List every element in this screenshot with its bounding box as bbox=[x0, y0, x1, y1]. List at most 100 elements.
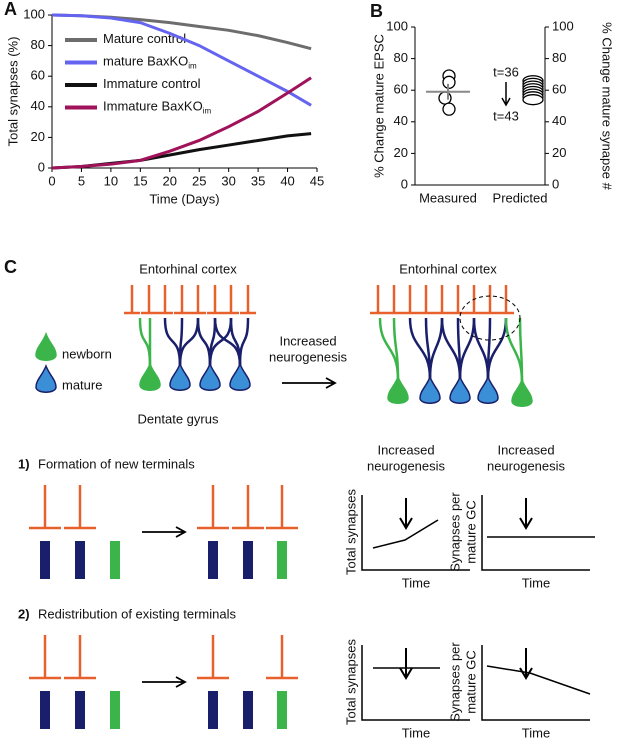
label: newborn bbox=[62, 346, 112, 361]
panel-label: A bbox=[4, 0, 17, 19]
cell bbox=[35, 363, 57, 393]
cell bbox=[229, 361, 251, 391]
y-label: mature GC bbox=[463, 650, 478, 714]
y2-tick-label: 100 bbox=[552, 18, 574, 33]
y-tick-label: 0 bbox=[401, 176, 408, 191]
label: Increased bbox=[497, 442, 554, 457]
x-axis-title: Time (Days) bbox=[149, 191, 219, 206]
dendrite bbox=[472, 317, 490, 380]
cell bbox=[169, 361, 191, 391]
label: Dentate gyrus bbox=[138, 411, 219, 426]
y2-tick-label: 80 bbox=[552, 50, 566, 65]
x-tick-label: 10 bbox=[104, 173, 118, 188]
schematic-line bbox=[486, 665, 591, 695]
dendrite bbox=[378, 317, 400, 380]
arrow bbox=[142, 676, 187, 688]
mature-dendrite bbox=[75, 691, 85, 729]
data-line bbox=[51, 13, 312, 107]
y2-axis-title: % Change mature synapse # bbox=[600, 22, 615, 190]
legend-name: Immature BaxKO bbox=[103, 99, 203, 114]
label: 2) bbox=[18, 606, 30, 621]
arrow bbox=[142, 526, 187, 538]
data-point bbox=[438, 91, 452, 105]
x-tick-label: 20 bbox=[163, 173, 177, 188]
axes bbox=[361, 645, 470, 721]
newborn-dendrite bbox=[110, 541, 120, 579]
arrow bbox=[399, 648, 413, 680]
label: Time bbox=[522, 725, 550, 740]
legend-subscript: im bbox=[203, 107, 212, 116]
y-label: Synapses per bbox=[447, 642, 462, 722]
label: Increased bbox=[377, 442, 434, 457]
legend-subscript: im bbox=[188, 62, 197, 71]
x-tick-label: Predicted bbox=[493, 190, 548, 205]
panel-label: B bbox=[370, 1, 383, 21]
dendrite bbox=[458, 317, 476, 380]
arrow bbox=[282, 377, 337, 389]
y-axis-title: % Change mature EPSC bbox=[371, 34, 386, 178]
label: neurogenesis bbox=[367, 458, 446, 473]
cell bbox=[139, 361, 161, 391]
label: mature bbox=[62, 377, 102, 392]
annotation: t=43 bbox=[493, 108, 519, 123]
cell bbox=[511, 377, 533, 407]
legend-label: Immature BaxKOim bbox=[103, 99, 211, 116]
dendrite bbox=[504, 317, 524, 383]
mature-dendrite bbox=[243, 541, 253, 579]
y2-tick-label: 60 bbox=[552, 82, 566, 97]
cell bbox=[35, 331, 57, 361]
y-tick-label: 60 bbox=[394, 82, 408, 97]
y-tick-label: 80 bbox=[31, 37, 45, 52]
y-tick-label: 100 bbox=[23, 6, 45, 21]
label: Entorhinal cortex bbox=[139, 261, 237, 276]
dendrite bbox=[138, 317, 152, 367]
dendrite bbox=[163, 317, 182, 367]
x-tick-label: 35 bbox=[251, 173, 265, 188]
newborn-dendrite bbox=[110, 691, 120, 729]
x-tick-label: 30 bbox=[221, 173, 235, 188]
y2-tick-label: 20 bbox=[552, 145, 566, 160]
schematic-line bbox=[372, 519, 439, 549]
mature-dendrite bbox=[40, 691, 50, 729]
label: neurogenesis bbox=[269, 349, 348, 364]
x-tick-label: 45 bbox=[310, 173, 324, 188]
mature-dendrite bbox=[208, 691, 218, 729]
x-tick-label: 40 bbox=[280, 173, 294, 188]
cell bbox=[477, 374, 499, 404]
cell bbox=[387, 374, 409, 404]
newborn-dendrite bbox=[277, 691, 287, 729]
y-tick-label: 80 bbox=[394, 50, 408, 65]
axes bbox=[481, 645, 590, 721]
arrow bbox=[399, 498, 413, 530]
y-label: mature GC bbox=[463, 500, 478, 564]
mature-dendrite bbox=[243, 691, 253, 729]
annotation-arrow bbox=[501, 82, 511, 107]
x-tick-label: 15 bbox=[133, 173, 147, 188]
cell bbox=[419, 374, 441, 404]
legend-name: Immature control bbox=[103, 76, 201, 91]
cell bbox=[199, 361, 221, 391]
mature-dendrite bbox=[208, 541, 218, 579]
legend-name: Mature control bbox=[103, 31, 186, 46]
y-tick-label: 100 bbox=[386, 18, 408, 33]
annotation: t=36 bbox=[493, 64, 519, 79]
data-line bbox=[51, 132, 312, 170]
x-tick-label: Measured bbox=[419, 190, 477, 205]
y-label: Synapses per bbox=[447, 492, 462, 572]
y2-tick-label: 0 bbox=[552, 176, 559, 191]
y-label: Total synapses bbox=[343, 639, 358, 725]
legend-name: mature BaxKO bbox=[103, 54, 188, 69]
data-point bbox=[442, 102, 456, 116]
label: Increased bbox=[279, 333, 336, 348]
label: Entorhinal cortex bbox=[399, 261, 497, 276]
y-tick-label: 20 bbox=[394, 145, 408, 160]
dendrite bbox=[238, 317, 250, 367]
label: Time bbox=[402, 575, 430, 590]
legend-label: Mature control bbox=[103, 31, 186, 46]
x-tick-label: 5 bbox=[78, 173, 85, 188]
axes bbox=[481, 495, 590, 571]
data-point bbox=[522, 94, 544, 106]
legend-label: Immature control bbox=[103, 76, 201, 91]
label: Time bbox=[402, 725, 430, 740]
label: Redistribution of existing terminals bbox=[38, 606, 236, 621]
